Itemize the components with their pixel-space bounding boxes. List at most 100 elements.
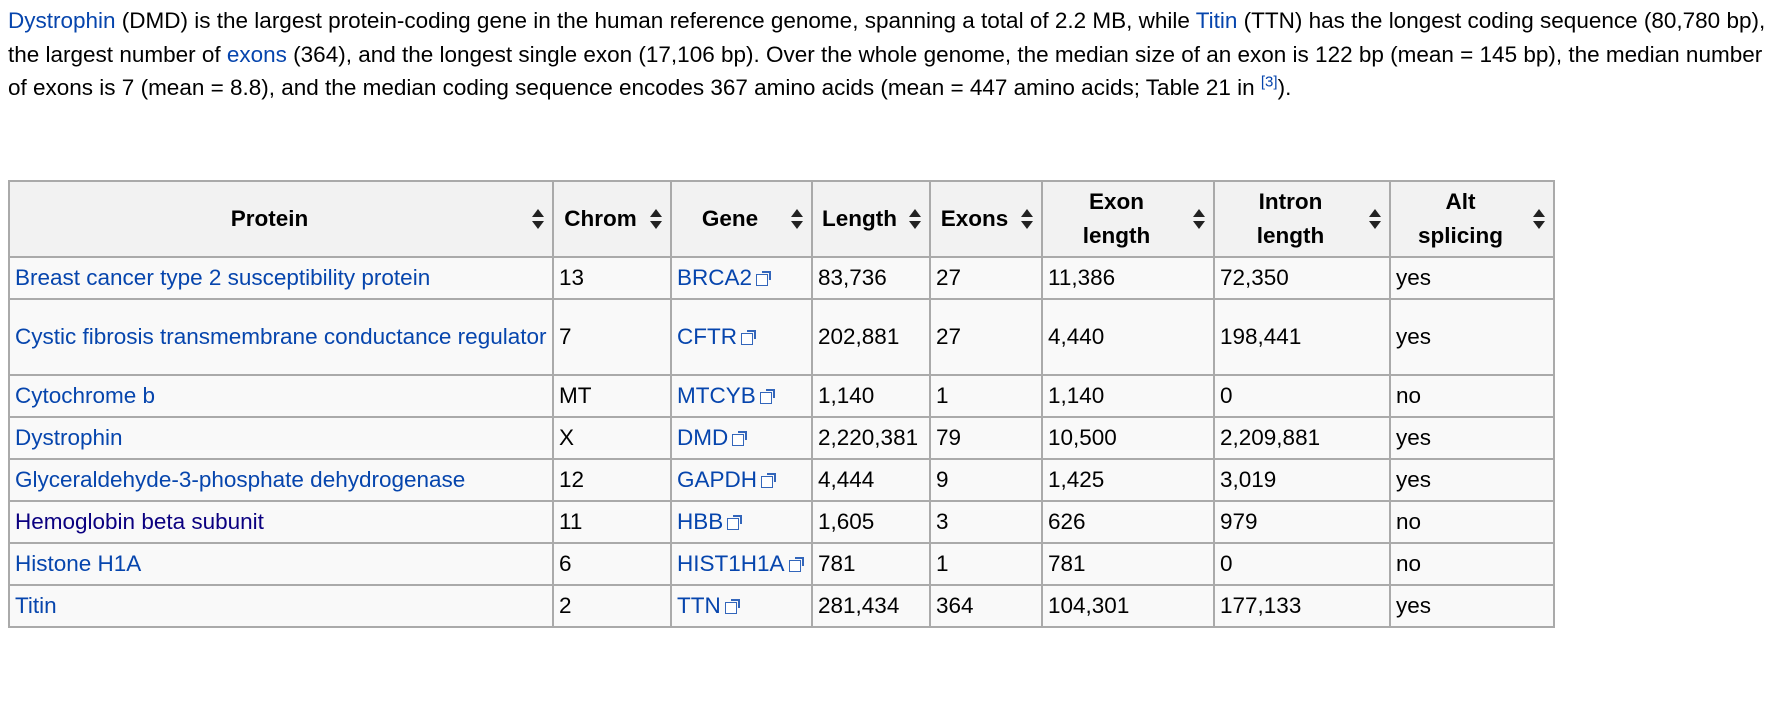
length-cell: 4,444 — [811, 458, 931, 502]
protein-link[interactable]: Glyceraldehyde-3-phosphate dehydrogenase — [15, 467, 466, 492]
gene-link[interactable]: DMD — [677, 425, 748, 450]
protein-link[interactable]: Dystrophin — [15, 425, 123, 450]
col-header-gene[interactable]: Gene — [670, 180, 813, 258]
sort-icon[interactable] — [532, 209, 544, 229]
intron-length-cell: 3,019 — [1213, 458, 1391, 502]
header-label-intron-length-2: length — [1256, 223, 1325, 248]
protein-link[interactable]: Cystic fibrosis transmembrane conductanc… — [15, 324, 547, 349]
intron-length-cell: 0 — [1213, 374, 1391, 418]
alt-splicing-cell: no — [1389, 500, 1555, 544]
gene-label: HIST1H1A — [677, 551, 785, 576]
alt-splicing-cell: yes — [1389, 458, 1555, 502]
gene-link[interactable]: TTN — [677, 593, 740, 618]
col-header-exons[interactable]: Exons — [929, 180, 1043, 258]
sort-icon[interactable] — [1021, 209, 1033, 229]
table-row: Dystrophin X DMD 2,220,381 79 10,500 2,2… — [8, 416, 1555, 460]
protein-link[interactable]: Histone H1A — [15, 551, 142, 576]
gene-label: TTN — [677, 593, 721, 618]
header-label-protein: Protein — [230, 206, 309, 231]
protein-link[interactable]: Titin — [15, 593, 57, 618]
chrom-cell: 7 — [552, 298, 672, 376]
gene-label: BRCA2 — [677, 265, 753, 290]
exon-length-cell: 10,500 — [1041, 416, 1215, 460]
gene-label: CFTR — [677, 324, 737, 349]
gene-link[interactable]: BRCA2 — [677, 265, 772, 290]
exons-cell: 9 — [929, 458, 1043, 502]
header-label-alt-splicing-2: splicing — [1417, 223, 1503, 248]
col-header-protein[interactable]: Protein — [8, 180, 554, 258]
gene-link[interactable]: MTCYB — [677, 383, 775, 408]
intro-text-4: ). — [1277, 75, 1292, 100]
exons-cell: 79 — [929, 416, 1043, 460]
gene-link[interactable]: HIST1H1A — [677, 551, 804, 576]
alt-splicing-cell: yes — [1389, 584, 1555, 628]
table-header-row: Protein Chrom Gene Length Exons Exon leng… — [8, 180, 1555, 258]
sort-icon[interactable] — [791, 209, 803, 229]
intron-length-cell: 979 — [1213, 500, 1391, 544]
col-header-intron-length[interactable]: Intron length — [1213, 180, 1391, 258]
intro-text-2: (TTN) has the longest coding sequence (8… — [8, 8, 1766, 67]
exon-length-cell: 1,140 — [1041, 374, 1215, 418]
gene-label: MTCYB — [677, 383, 756, 408]
reference-link[interactable]: [3] — [1260, 73, 1278, 91]
external-link-icon — [741, 330, 756, 345]
header-label-gene: Gene — [701, 206, 759, 231]
table-row: Hemoglobin beta subunit 11 HBB 1,605 3 6… — [8, 500, 1555, 544]
link-dystrophin[interactable]: Dystrophin — [8, 8, 116, 33]
col-header-chrom[interactable]: Chrom — [552, 180, 672, 258]
table-row: Cytochrome b MT MTCYB 1,140 1 1,140 0 no — [8, 374, 1555, 418]
gene-label: GAPDH — [677, 467, 758, 492]
table-row: Cystic fibrosis transmembrane conductanc… — [8, 298, 1555, 376]
external-link-icon — [788, 557, 804, 572]
header-label-exon-length-1: Exon — [1088, 189, 1144, 214]
alt-splicing-cell: no — [1389, 542, 1555, 586]
exons-cell: 1 — [929, 542, 1043, 586]
length-cell: 1,140 — [811, 374, 931, 418]
sort-icon[interactable] — [1193, 209, 1205, 229]
external-link-icon — [759, 389, 775, 404]
chrom-cell: 2 — [552, 584, 672, 628]
gene-link[interactable]: CFTR — [677, 324, 756, 349]
table-row: Histone H1A 6 HIST1H1A 781 1 781 0 no — [8, 542, 1555, 586]
exons-cell: 364 — [929, 584, 1043, 628]
exons-cell: 1 — [929, 374, 1043, 418]
sort-icon[interactable] — [1533, 209, 1545, 229]
external-link-icon — [724, 599, 740, 614]
chrom-cell: 11 — [552, 500, 672, 544]
length-cell: 202,881 — [811, 298, 931, 376]
chrom-cell: 6 — [552, 542, 672, 586]
exon-length-cell: 781 — [1041, 542, 1215, 586]
intron-length-cell: 177,133 — [1213, 584, 1391, 628]
col-header-length[interactable]: Length — [811, 180, 931, 258]
chrom-cell: X — [552, 416, 672, 460]
alt-splicing-cell: yes — [1389, 256, 1555, 300]
external-link-icon — [756, 271, 772, 286]
sort-icon[interactable] — [650, 209, 662, 229]
sort-icon[interactable] — [1369, 209, 1381, 229]
sort-icon[interactable] — [909, 209, 921, 229]
chrom-cell: 12 — [552, 458, 672, 502]
intron-length-cell: 198,441 — [1213, 298, 1391, 376]
exon-length-cell: 104,301 — [1041, 584, 1215, 628]
length-cell: 2,220,381 — [811, 416, 931, 460]
intron-length-cell: 72,350 — [1213, 256, 1391, 300]
link-exons[interactable]: exons — [226, 41, 287, 67]
protein-link[interactable]: Breast cancer type 2 susceptibility prot… — [15, 265, 431, 290]
table-row: Breast cancer type 2 susceptibility prot… — [8, 256, 1555, 300]
header-label-exons: Exons — [940, 206, 1009, 231]
length-cell: 281,434 — [811, 584, 931, 628]
exon-length-cell: 11,386 — [1041, 256, 1215, 300]
protein-link[interactable]: Cytochrome b — [15, 383, 156, 408]
gene-link[interactable]: GAPDH — [677, 467, 777, 492]
col-header-exon-length[interactable]: Exon length — [1041, 180, 1215, 258]
table-row: Glyceraldehyde-3-phosphate dehydrogenase… — [8, 458, 1555, 502]
length-cell: 1,605 — [811, 500, 931, 544]
col-header-alt-splicing[interactable]: Alt splicing — [1389, 180, 1555, 258]
gene-link[interactable]: HBB — [677, 509, 743, 534]
link-titin[interactable]: Titin — [1195, 8, 1238, 33]
intro-text-1: (DMD) is the largest protein-coding gene… — [115, 8, 1196, 33]
gene-label: DMD — [677, 425, 729, 450]
header-label-exon-length-2: length — [1082, 223, 1151, 248]
protein-link[interactable]: Hemoglobin beta subunit — [15, 509, 264, 534]
header-label-alt-splicing-1: Alt — [1445, 189, 1476, 214]
